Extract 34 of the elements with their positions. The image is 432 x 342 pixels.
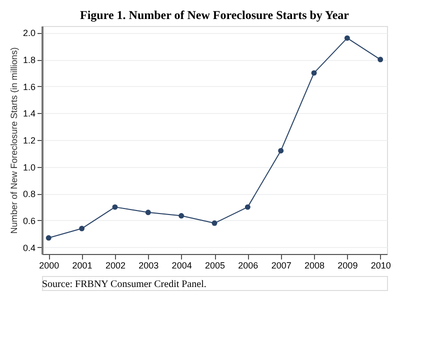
y-tick-label: 1.6 bbox=[22, 82, 36, 92]
x-tick-label: 2007 bbox=[271, 260, 292, 270]
point bbox=[212, 220, 218, 226]
x-tick-label: 2002 bbox=[105, 260, 126, 270]
y-axis-title: Number of New Foreclosure Starts (in millions) bbox=[8, 47, 19, 234]
x-tick-label: 2001 bbox=[72, 260, 92, 270]
y-tick-label: 0.4 bbox=[22, 242, 36, 253]
x-tick-label: 2006 bbox=[238, 260, 258, 270]
source-note: Source: FRBNY Consumer Credit Panel. bbox=[42, 279, 206, 290]
point bbox=[278, 148, 284, 154]
y-tick-label: 0.6 bbox=[22, 216, 36, 226]
point bbox=[178, 213, 184, 219]
x-tick-label: 2010 bbox=[370, 260, 391, 270]
point bbox=[79, 226, 85, 232]
x-tick-label: 2009 bbox=[338, 260, 358, 270]
y-tick-label: 0.8 bbox=[22, 189, 36, 200]
point bbox=[46, 235, 52, 241]
y-tick-label: 1.0 bbox=[22, 162, 36, 172]
point bbox=[145, 210, 151, 216]
point bbox=[378, 56, 384, 62]
point bbox=[311, 70, 317, 76]
y-tick-label: 1.8 bbox=[22, 55, 36, 66]
x-tick-label: 2004 bbox=[172, 260, 192, 270]
chart-title: Figure 1. Number of New Foreclosure Starts by Year bbox=[80, 8, 350, 22]
point bbox=[344, 35, 350, 41]
y-tick-label: 2.0 bbox=[22, 28, 36, 38]
y-tick-label: 1.4 bbox=[22, 108, 36, 119]
point bbox=[112, 204, 118, 210]
x-tick-label: 2000 bbox=[39, 260, 60, 270]
point bbox=[244, 204, 250, 210]
x-tick-label: 2003 bbox=[138, 260, 159, 270]
y-tick-label: 1.2 bbox=[22, 136, 36, 146]
x-tick-label: 2005 bbox=[204, 260, 226, 270]
x-tick-label: 2008 bbox=[304, 260, 325, 270]
